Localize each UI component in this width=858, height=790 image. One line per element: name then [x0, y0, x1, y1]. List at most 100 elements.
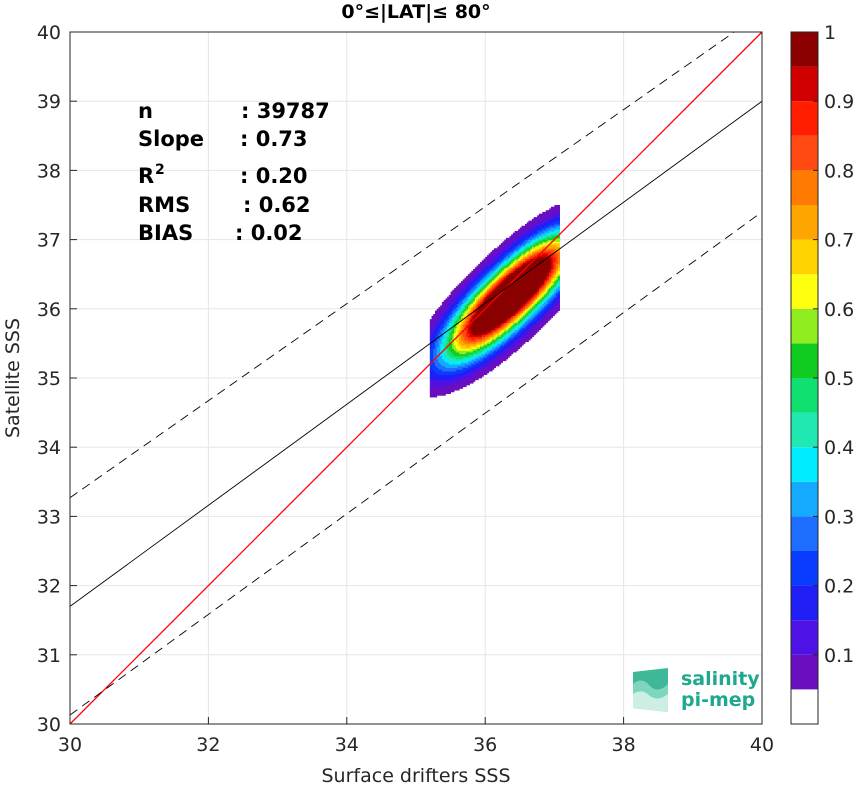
contour-cell [481, 329, 484, 332]
contour-cell [485, 296, 488, 299]
contour-cell [486, 277, 490, 280]
contour-cell [557, 220, 560, 223]
contour-cell [493, 364, 496, 367]
contour-cell [554, 236, 557, 239]
contour-cell [533, 249, 536, 253]
contour-cell [476, 367, 479, 370]
contour-cell [490, 360, 493, 363]
contour-cell [528, 336, 531, 339]
contour-cell [509, 289, 512, 292]
contour-cell [466, 300, 469, 303]
contour-cell [471, 334, 474, 337]
contour-cell [478, 312, 481, 315]
contour-cell [552, 305, 555, 308]
stat-label: BIAS [138, 221, 193, 245]
contour-cell [443, 381, 446, 384]
contour-cell [436, 345, 439, 348]
contour-cell [552, 310, 555, 313]
contour-cell [542, 237, 545, 240]
y-tick-label: 39 [37, 91, 61, 113]
contour-cell [505, 353, 509, 356]
contour-cell [466, 313, 469, 317]
contour-cell [544, 279, 547, 282]
contour-cell [514, 234, 517, 237]
contour-cell [431, 341, 434, 344]
contour-cell [471, 303, 474, 306]
contour-cell [493, 284, 496, 287]
contour-cell [440, 364, 443, 367]
contour-cell [464, 333, 467, 336]
contour-cell [459, 339, 462, 343]
contour-cell [512, 301, 516, 305]
contour-cell [511, 269, 514, 272]
contour-cell [481, 274, 484, 277]
contour-cell [447, 372, 450, 375]
contour-cell [485, 312, 488, 315]
contour-cell [526, 275, 529, 279]
contour-cell [526, 234, 529, 237]
contour-cell [464, 350, 467, 353]
contour-cell [464, 338, 467, 341]
contour-cell [450, 308, 453, 311]
contour-cell [460, 294, 464, 298]
contour-cell [533, 255, 536, 258]
contour-cell [492, 350, 495, 353]
contour-cell [476, 281, 479, 284]
contour-cell [552, 230, 555, 234]
contour-cell [495, 329, 498, 332]
contour-cell [485, 256, 488, 260]
contour-cell [464, 369, 467, 372]
contour-cell [500, 244, 503, 247]
contour-cell [545, 244, 548, 247]
contour-cell [500, 334, 503, 337]
contour-cell [550, 300, 554, 303]
contour-cell [537, 217, 540, 220]
contour-cell [524, 336, 528, 339]
contour-cell [488, 277, 491, 280]
contour-cell [485, 353, 488, 356]
contour-cell [474, 336, 477, 339]
contour-cell [538, 263, 541, 266]
contour-cell [531, 310, 535, 313]
contour-cell [486, 360, 490, 363]
contour-cell [505, 279, 509, 282]
contour-cell [478, 338, 481, 341]
contour-cell [481, 341, 484, 344]
contour-cell [464, 374, 467, 377]
contour-cell [445, 379, 448, 382]
contour-cell [483, 345, 486, 348]
contour-cell [540, 224, 543, 227]
contour-cell [447, 379, 450, 382]
contour-cell [556, 293, 559, 296]
contour-cell [445, 329, 448, 332]
contour-cell [531, 275, 535, 279]
contour-cell [524, 303, 528, 306]
contour-cell [447, 364, 450, 367]
contour-cell [518, 267, 521, 270]
logo-icon [633, 668, 668, 712]
contour-cell [471, 372, 474, 375]
contour-cell [443, 336, 446, 339]
contour-cell [431, 346, 434, 349]
contour-cell [460, 386, 464, 389]
contour-cell [467, 303, 471, 306]
contour-cell [523, 258, 526, 261]
contour-cell [492, 258, 495, 261]
contour-cell [526, 246, 529, 249]
contour-cell [493, 312, 496, 315]
contour-cell [552, 262, 555, 265]
contour-cell [473, 338, 476, 341]
contour-cell [556, 265, 559, 268]
contour-cell [550, 289, 554, 292]
contour-cell [554, 301, 557, 305]
contour-cell [464, 293, 467, 296]
contour-cell [547, 258, 550, 261]
contour-cell [493, 288, 496, 291]
contour-cell [431, 383, 434, 386]
contour-cell [440, 341, 443, 344]
contour-cell [480, 319, 483, 322]
contour-cell [490, 284, 493, 287]
contour-cell [433, 365, 436, 369]
contour-cell [495, 362, 498, 365]
contour-cell [459, 369, 462, 372]
